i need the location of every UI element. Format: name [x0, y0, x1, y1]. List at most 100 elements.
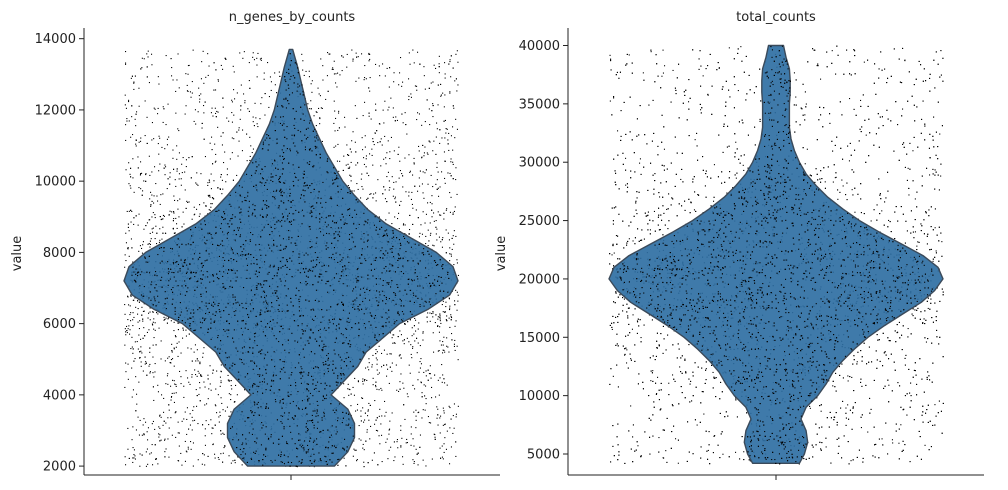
- data-point: [399, 170, 401, 172]
- data-point: [439, 447, 441, 449]
- data-point: [240, 84, 242, 86]
- data-point: [136, 393, 138, 395]
- data-point: [165, 422, 167, 424]
- data-point: [367, 409, 369, 411]
- data-point: [377, 373, 379, 375]
- data-point: [215, 153, 217, 155]
- data-point: [442, 407, 444, 409]
- data-point: [338, 110, 340, 112]
- data-point: [438, 66, 440, 68]
- data-point: [434, 436, 436, 438]
- data-point: [392, 195, 394, 197]
- data-point: [350, 161, 352, 163]
- data-point: [199, 363, 201, 365]
- data-point: [409, 229, 411, 231]
- data-point: [254, 102, 256, 104]
- data-point: [360, 439, 362, 441]
- data-point: [166, 322, 168, 324]
- data-point: [218, 421, 220, 423]
- data-point: [172, 379, 174, 381]
- data-point: [442, 311, 444, 313]
- data-point: [361, 397, 363, 399]
- data-point: [448, 297, 450, 299]
- data-point: [154, 322, 156, 324]
- data-point: [431, 397, 433, 399]
- data-point: [158, 426, 160, 428]
- data-point: [402, 224, 404, 226]
- data-point: [395, 364, 397, 366]
- data-point: [277, 105, 279, 107]
- data-point: [174, 383, 176, 385]
- data-point: [422, 171, 424, 173]
- data-point: [441, 364, 443, 366]
- data-point: [354, 105, 356, 107]
- data-point: [173, 347, 175, 349]
- data-point: [153, 337, 155, 339]
- data-point: [127, 378, 129, 380]
- data-point: [452, 161, 454, 163]
- data-point: [190, 96, 192, 98]
- data-point: [401, 85, 403, 87]
- data-point: [273, 351, 275, 353]
- data-point: [445, 252, 447, 254]
- data-point: [207, 374, 209, 376]
- data-point: [125, 124, 127, 126]
- data-point: [142, 424, 144, 426]
- data-point: [380, 387, 382, 389]
- data-point: [173, 168, 175, 170]
- data-point: [436, 188, 438, 190]
- data-point: [125, 107, 127, 109]
- data-point: [185, 73, 187, 75]
- data-point: [425, 398, 427, 400]
- data-point: [333, 167, 335, 169]
- data-point: [215, 89, 217, 91]
- data-point: [222, 409, 224, 411]
- data-point: [435, 233, 437, 235]
- data-point: [269, 76, 271, 78]
- data-point: [140, 140, 142, 142]
- data-point: [159, 415, 161, 417]
- data-point: [161, 394, 163, 396]
- data-point: [234, 98, 236, 100]
- data-point: [427, 202, 429, 204]
- data-point: [217, 126, 219, 128]
- data-point: [187, 65, 189, 67]
- data-point: [364, 146, 366, 148]
- data-point: [338, 127, 340, 129]
- data-point: [188, 201, 190, 203]
- data-point: [445, 132, 447, 134]
- data-point: [353, 394, 355, 396]
- data-point: [375, 386, 377, 388]
- data-point: [408, 233, 410, 235]
- data-point: [194, 344, 196, 346]
- data-point: [446, 345, 448, 347]
- data-point: [356, 459, 358, 461]
- data-point: [168, 427, 170, 429]
- data-point: [171, 434, 173, 436]
- data-point: [214, 161, 216, 163]
- data-point: [272, 278, 274, 280]
- data-point: [443, 218, 445, 220]
- data-point: [185, 105, 187, 107]
- data-point: [367, 197, 369, 199]
- data-point: [191, 374, 193, 376]
- data-point: [449, 309, 451, 311]
- data-point: [342, 56, 344, 58]
- data-point: [447, 232, 449, 234]
- data-point: [186, 200, 188, 202]
- data-point: [248, 62, 250, 64]
- data-point: [442, 458, 444, 460]
- data-point: [137, 308, 139, 310]
- data-point: [417, 464, 419, 466]
- data-point: [167, 383, 169, 385]
- data-point: [301, 53, 303, 55]
- data-point: [452, 213, 454, 215]
- data-point: [346, 144, 348, 146]
- data-point: [418, 150, 420, 152]
- data-point: [455, 118, 457, 120]
- data-point: [149, 372, 151, 374]
- data-point: [376, 130, 378, 132]
- data-point: [333, 100, 335, 102]
- data-point: [189, 424, 191, 426]
- data-point: [152, 344, 154, 346]
